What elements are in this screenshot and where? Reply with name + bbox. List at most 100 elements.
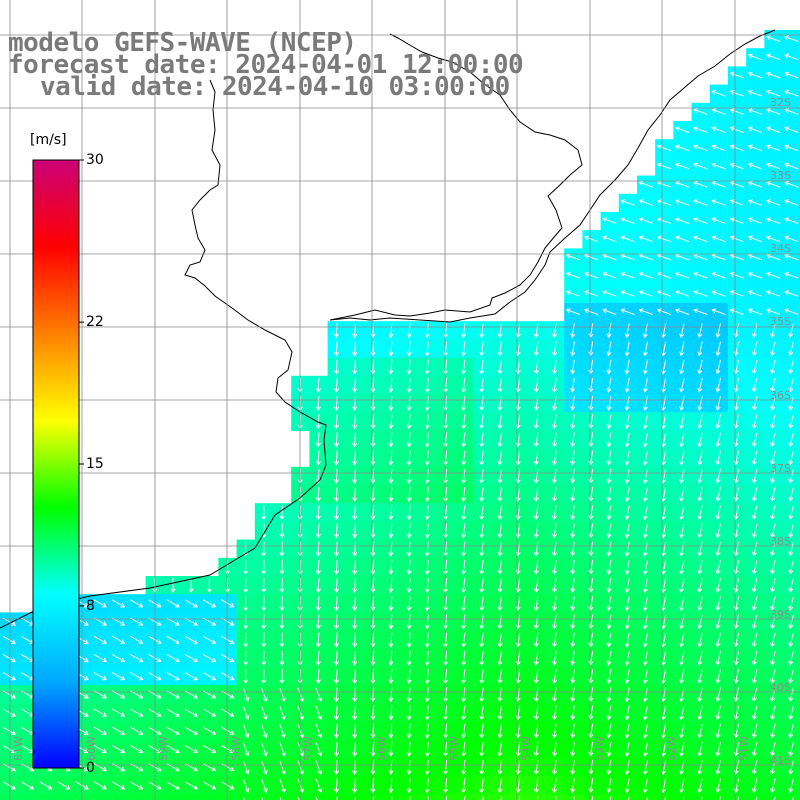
wind-arrow — [479, 705, 485, 721]
wind-arrow — [315, 669, 321, 685]
wind-arrow — [711, 89, 726, 97]
wind-arrow — [424, 323, 430, 339]
wind-arrow — [766, 53, 781, 61]
wind-arrow — [497, 760, 503, 775]
wind-cell — [527, 794, 547, 800]
wind-arrow — [697, 414, 703, 430]
wind-arrow — [679, 760, 685, 775]
wind-arrow — [261, 687, 268, 702]
wind-arrow — [751, 377, 758, 393]
wind-arrow — [279, 614, 285, 630]
wind-arrow — [406, 650, 412, 666]
wind-arrow — [388, 723, 394, 739]
wind-arrow — [315, 760, 323, 775]
wind-arrow — [130, 744, 144, 754]
wind-arrow — [533, 559, 539, 575]
wind-arrow — [130, 672, 144, 681]
wind-arrow — [675, 290, 690, 297]
wind-arrow — [638, 253, 653, 261]
wind-arrow — [697, 632, 703, 648]
wind-arrow — [591, 796, 594, 800]
wind-arrow — [242, 687, 250, 702]
wind-arrow — [679, 523, 685, 539]
wind-arrow — [751, 687, 758, 703]
wind-arrow — [497, 705, 503, 721]
wind-arrow — [784, 71, 799, 79]
wind-arrow — [729, 144, 744, 152]
wind-arrow — [551, 323, 558, 339]
wind-arrow — [333, 705, 340, 721]
wind-arrow — [770, 578, 776, 593]
wind-arrow — [697, 323, 703, 339]
wind-arrow — [479, 377, 485, 393]
wind-arrow — [751, 669, 758, 684]
wind-arrow — [202, 708, 217, 717]
wind-cell — [36, 794, 56, 800]
wind-arrow — [679, 559, 685, 575]
wind-arrow — [606, 396, 612, 411]
wind-arrow — [551, 487, 558, 502]
wind-arrow — [788, 541, 794, 557]
wind-arrow — [766, 71, 781, 79]
wind-arrow — [479, 505, 485, 521]
wind-arrow — [479, 432, 485, 448]
wind-arrow — [461, 778, 467, 794]
wind-arrow — [482, 796, 484, 800]
wind-arrow — [642, 687, 648, 703]
wind-arrow — [166, 653, 180, 663]
wind-arrow — [166, 744, 180, 754]
wind-arrow — [606, 487, 612, 502]
wind-arrow — [388, 687, 394, 703]
latitude-label: 33S — [770, 169, 791, 183]
wind-arrow — [570, 578, 576, 593]
wind-arrow — [333, 614, 340, 630]
wind-arrow — [261, 778, 268, 793]
wind-arrow — [354, 796, 356, 800]
wind-arrow — [693, 271, 708, 279]
wind-arrow — [715, 523, 721, 539]
wind-arrow — [551, 468, 558, 484]
wind-arrow — [711, 108, 726, 115]
wind-arrow — [711, 217, 726, 224]
wind-arrow — [184, 599, 199, 608]
latitude-label: 36S — [770, 388, 791, 402]
wind-arrow — [679, 487, 685, 502]
wind-arrow — [184, 708, 199, 717]
wind-arrow — [551, 414, 558, 430]
wind-arrow — [533, 432, 539, 448]
wind-arrow — [697, 760, 703, 775]
wind-arrow — [551, 377, 558, 393]
longitude-label: 52W — [665, 736, 679, 761]
wind-cell — [254, 794, 274, 800]
wind-arrow — [715, 541, 721, 557]
wind-arrow — [570, 723, 576, 739]
wind-arrow — [766, 108, 781, 115]
wind-arrow — [551, 359, 558, 375]
wind-arrow — [747, 271, 763, 279]
wind-arrow — [642, 596, 648, 612]
wind-arrow — [747, 144, 763, 152]
wind-arrow — [315, 396, 321, 412]
wind-arrow — [461, 760, 467, 776]
wind-cell — [54, 794, 74, 800]
wind-arrow — [406, 450, 412, 466]
wind-arrow — [184, 744, 199, 754]
wind-arrow — [715, 650, 721, 666]
wind-arrow — [679, 468, 685, 484]
colorbar-tick-label: 0 — [86, 760, 95, 776]
wind-arrow — [352, 778, 358, 794]
wind-arrow — [620, 271, 635, 279]
wind-cell — [691, 794, 711, 800]
wind-arrow — [788, 468, 794, 484]
wind-arrow — [729, 217, 744, 224]
wind-arrow — [497, 359, 503, 375]
wind-arrow — [461, 687, 467, 703]
wind-arrow — [279, 669, 285, 685]
wind-arrow — [570, 323, 576, 339]
wind-arrow — [409, 796, 411, 800]
wind-arrow — [370, 632, 376, 648]
wind-arrow — [656, 235, 672, 243]
wind-arrow — [747, 108, 763, 115]
longitude-label: 59W — [157, 736, 171, 761]
wind-arrow — [679, 323, 685, 339]
